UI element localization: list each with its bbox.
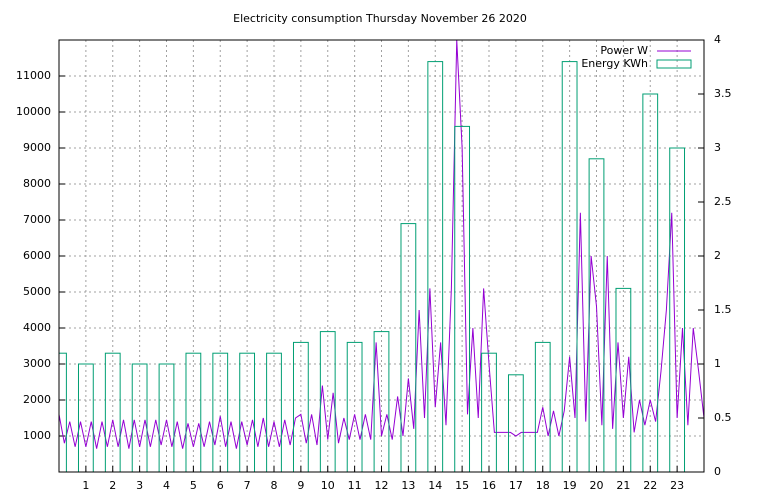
x-tick-label: 14 [428,479,442,492]
energy-bar [266,352,282,472]
energy-bar [615,287,632,472]
energy-bar [319,331,336,472]
chart-title: Electricity consumption Thursday Novembe… [233,12,527,25]
plot-area [59,40,704,472]
x-tick-label: 2 [109,479,116,492]
energy-bar [77,363,94,472]
x-tick-label: 18 [536,479,550,492]
energy-bar [507,374,524,472]
legend-swatch [656,59,692,69]
y-tick-label: 3000 [23,357,51,370]
energy-bar [346,341,363,472]
energy-bar [534,341,551,472]
y2-tick-label: 4 [714,33,721,46]
x-tick-label: 6 [217,479,224,492]
energy-bar [588,158,605,472]
y2-tick-label: 1.5 [714,303,732,316]
y-tick-label: 9000 [23,141,51,154]
y-tick-label: 8000 [23,177,51,190]
x-tick-label: 10 [321,479,335,492]
y-tick-label: 5000 [23,285,51,298]
y2-tick-label: 0.5 [714,411,732,424]
x-tick-label: 22 [643,479,657,492]
energy-bar [669,147,686,472]
x-tick-label: 23 [670,479,684,492]
plot-frame [58,39,705,473]
x-tick-label: 1 [82,479,89,492]
energy-bar [158,363,175,472]
y-tick-label: 1000 [23,429,51,442]
x-tick-label: 9 [297,479,304,492]
x-tick-label: 4 [163,479,170,492]
y-tick-label: 11000 [16,69,51,82]
energy-bar [400,223,417,472]
energy-bar [185,352,202,472]
x-tick-label: 15 [455,479,469,492]
energy-bar [131,363,148,472]
y2-tick-label: 3.5 [714,87,732,100]
energy-bar [239,352,256,472]
y-tick-label: 10000 [16,105,51,118]
energy-bar [481,352,497,472]
y-tick-label: 4000 [23,321,51,334]
y2-tick-label: 2 [714,249,721,262]
legend-label: Energy KWh [581,57,648,70]
y2-tick-label: 2.5 [714,195,732,208]
x-tick-label: 19 [563,479,577,492]
y-tick-label: 6000 [23,249,51,262]
x-tick-label: 17 [509,479,523,492]
y-tick-label: 2000 [23,393,51,406]
x-tick-label: 21 [616,479,630,492]
energy-bar [104,352,121,472]
energy-bar [454,125,471,472]
energy-bar [292,341,309,472]
x-tick-label: 12 [375,479,389,492]
x-tick-label: 3 [136,479,143,492]
y-tick-label: 7000 [23,213,51,226]
y2-tick-label: 1 [714,357,721,370]
x-tick-label: 20 [590,479,604,492]
x-tick-label: 7 [244,479,251,492]
energy-bar [59,352,67,472]
energy-bar [212,352,229,472]
power-line [59,40,704,449]
x-tick-label: 13 [401,479,415,492]
legend-label: Power W [600,44,648,57]
energy-bar [642,93,659,472]
x-tick-label: 8 [271,479,278,492]
x-tick-label: 11 [348,479,362,492]
y2-tick-label: 0 [714,465,721,478]
y2-tick-label: 3 [714,141,721,154]
x-tick-label: 16 [482,479,496,492]
x-tick-label: 5 [190,479,197,492]
energy-bar [373,331,390,472]
